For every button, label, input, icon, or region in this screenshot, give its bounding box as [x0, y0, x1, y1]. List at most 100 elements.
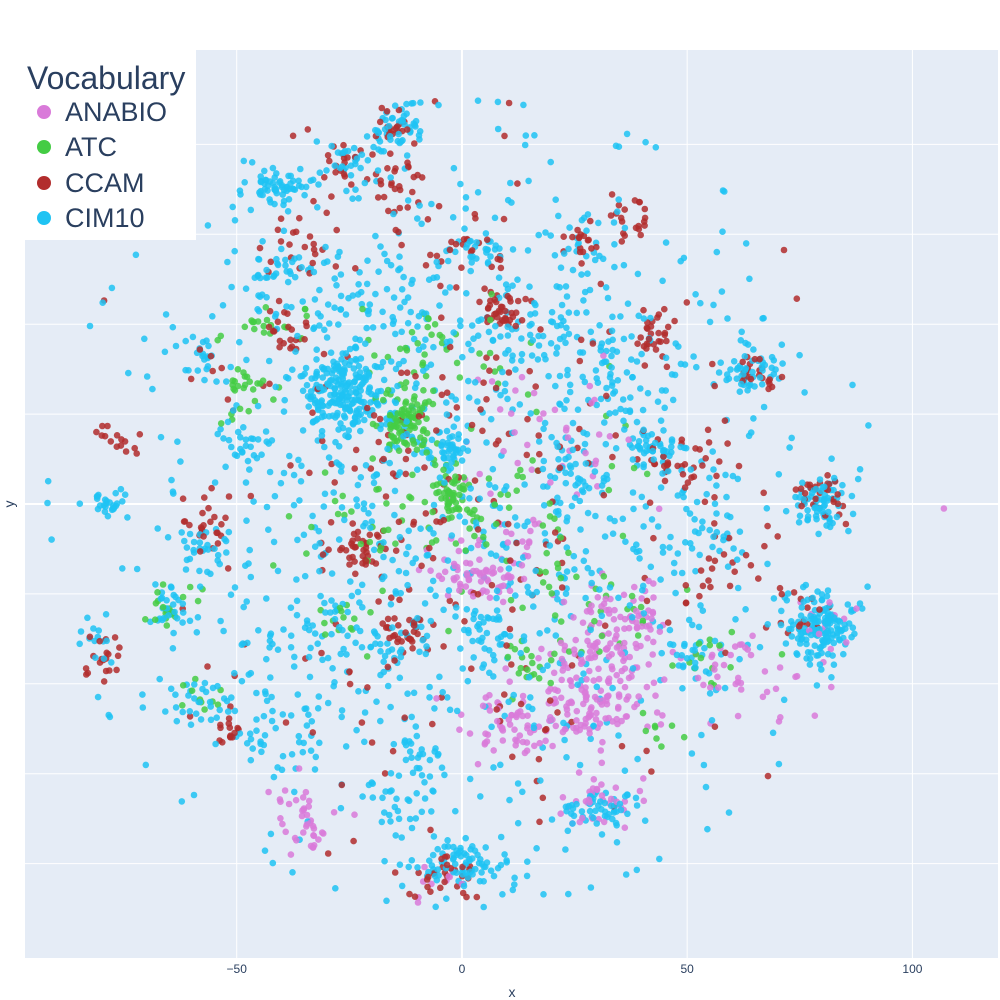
data-point-cim10: [301, 624, 309, 631]
data-point-cim10: [597, 347, 604, 354]
data-point-cim10: [299, 748, 307, 756]
data-point-atc: [507, 596, 515, 604]
data-point-anabio: [621, 798, 629, 805]
data-point-cim10: [238, 448, 246, 456]
data-point-cim10: [682, 539, 689, 546]
data-point-cim10: [494, 635, 502, 642]
data-point-cim10: [307, 747, 315, 754]
data-point-cim10: [314, 705, 322, 712]
data-point-ccam: [711, 723, 719, 730]
data-point-cim10: [408, 100, 415, 107]
data-point-ccam: [319, 551, 327, 558]
data-point-ccam: [731, 568, 738, 575]
data-point-atc: [428, 539, 436, 546]
data-point-cim10: [338, 392, 346, 400]
data-point-ccam: [113, 443, 121, 451]
data-point-cim10: [527, 694, 534, 701]
data-point-cim10: [555, 511, 562, 518]
data-point-ccam: [603, 392, 610, 400]
data-point-cim10: [562, 469, 569, 477]
data-point-cim10: [603, 471, 610, 479]
data-point-cim10: [331, 608, 339, 615]
data-point-cim10: [672, 340, 679, 347]
data-point-cim10: [687, 466, 695, 473]
data-point-cim10: [361, 738, 368, 746]
data-point-cim10: [201, 679, 209, 687]
data-point-cim10: [681, 361, 689, 368]
data-point-cim10: [553, 283, 560, 290]
data-point-cim10: [657, 484, 665, 491]
data-point-cim10: [316, 540, 324, 547]
data-point-atc: [639, 709, 647, 717]
data-point-cim10: [775, 471, 783, 478]
data-point-cim10: [91, 637, 98, 645]
data-point-ccam: [394, 635, 402, 643]
data-point-cim10: [124, 514, 131, 521]
data-point-cim10: [238, 677, 246, 685]
data-point-cim10: [557, 264, 565, 272]
legend-item-ccam[interactable]: CCAM: [37, 168, 145, 198]
data-point-cim10: [299, 298, 307, 305]
data-point-anabio: [456, 580, 464, 588]
legend-item-cim10[interactable]: CIM10: [37, 203, 145, 233]
data-point-cim10: [800, 495, 807, 503]
data-point-cim10: [671, 371, 679, 379]
data-point-cim10: [310, 268, 318, 276]
data-point-cim10: [390, 294, 398, 301]
data-point-ccam: [382, 493, 390, 500]
data-point-cim10: [269, 164, 277, 172]
data-point-ccam: [497, 264, 505, 272]
legend-item-anabio[interactable]: ANABIO: [37, 97, 167, 127]
data-point-ccam: [196, 548, 204, 555]
data-point-cim10: [816, 661, 824, 668]
data-point-cim10: [777, 621, 785, 629]
data-point-cim10: [537, 777, 544, 784]
data-point-cim10: [628, 356, 635, 363]
data-point-ccam: [306, 469, 313, 477]
data-point-cim10: [386, 811, 393, 819]
data-point-anabio: [570, 614, 577, 621]
data-point-anabio: [575, 769, 583, 776]
data-point-cim10: [377, 648, 384, 655]
data-point-anabio: [285, 800, 293, 808]
data-point-ccam: [446, 343, 454, 351]
data-point-cim10: [337, 292, 345, 300]
data-point-atc: [348, 508, 355, 515]
legend-item-atc[interactable]: ATC: [37, 132, 117, 162]
data-point-cim10: [586, 807, 594, 815]
data-point-ccam: [410, 622, 418, 629]
data-point-cim10: [243, 598, 250, 605]
data-point-ccam: [483, 396, 490, 403]
data-point-cim10: [721, 188, 728, 195]
data-point-anabio: [502, 665, 510, 672]
data-point-cim10: [570, 552, 578, 560]
data-point-anabio: [481, 741, 489, 748]
data-point-cim10: [358, 151, 366, 158]
data-point-cim10: [504, 395, 511, 403]
data-point-cim10: [407, 740, 415, 747]
data-point-cim10: [611, 263, 618, 271]
data-point-anabio: [536, 415, 543, 423]
data-point-cim10: [426, 694, 433, 701]
data-point-cim10: [269, 707, 276, 715]
data-point-ccam: [707, 583, 714, 591]
data-point-cim10: [242, 436, 250, 444]
data-point-cim10: [416, 202, 423, 209]
data-point-ccam: [406, 890, 413, 898]
data-point-cim10: [746, 275, 753, 283]
data-point-cim10: [647, 563, 655, 571]
data-point-ccam: [678, 436, 686, 444]
data-point-ccam: [612, 432, 619, 439]
data-point-atc: [448, 514, 455, 521]
data-point-atc: [424, 315, 432, 322]
data-point-anabio: [451, 562, 459, 570]
data-point-cim10: [642, 138, 649, 146]
data-point-ccam: [287, 345, 294, 352]
data-point-cim10: [405, 543, 412, 551]
data-point-cim10: [160, 614, 167, 622]
data-point-cim10: [491, 656, 498, 664]
data-point-anabio: [554, 687, 561, 695]
data-point-cim10: [360, 398, 368, 406]
data-point-cim10: [651, 439, 659, 447]
data-point-cim10: [780, 696, 788, 704]
